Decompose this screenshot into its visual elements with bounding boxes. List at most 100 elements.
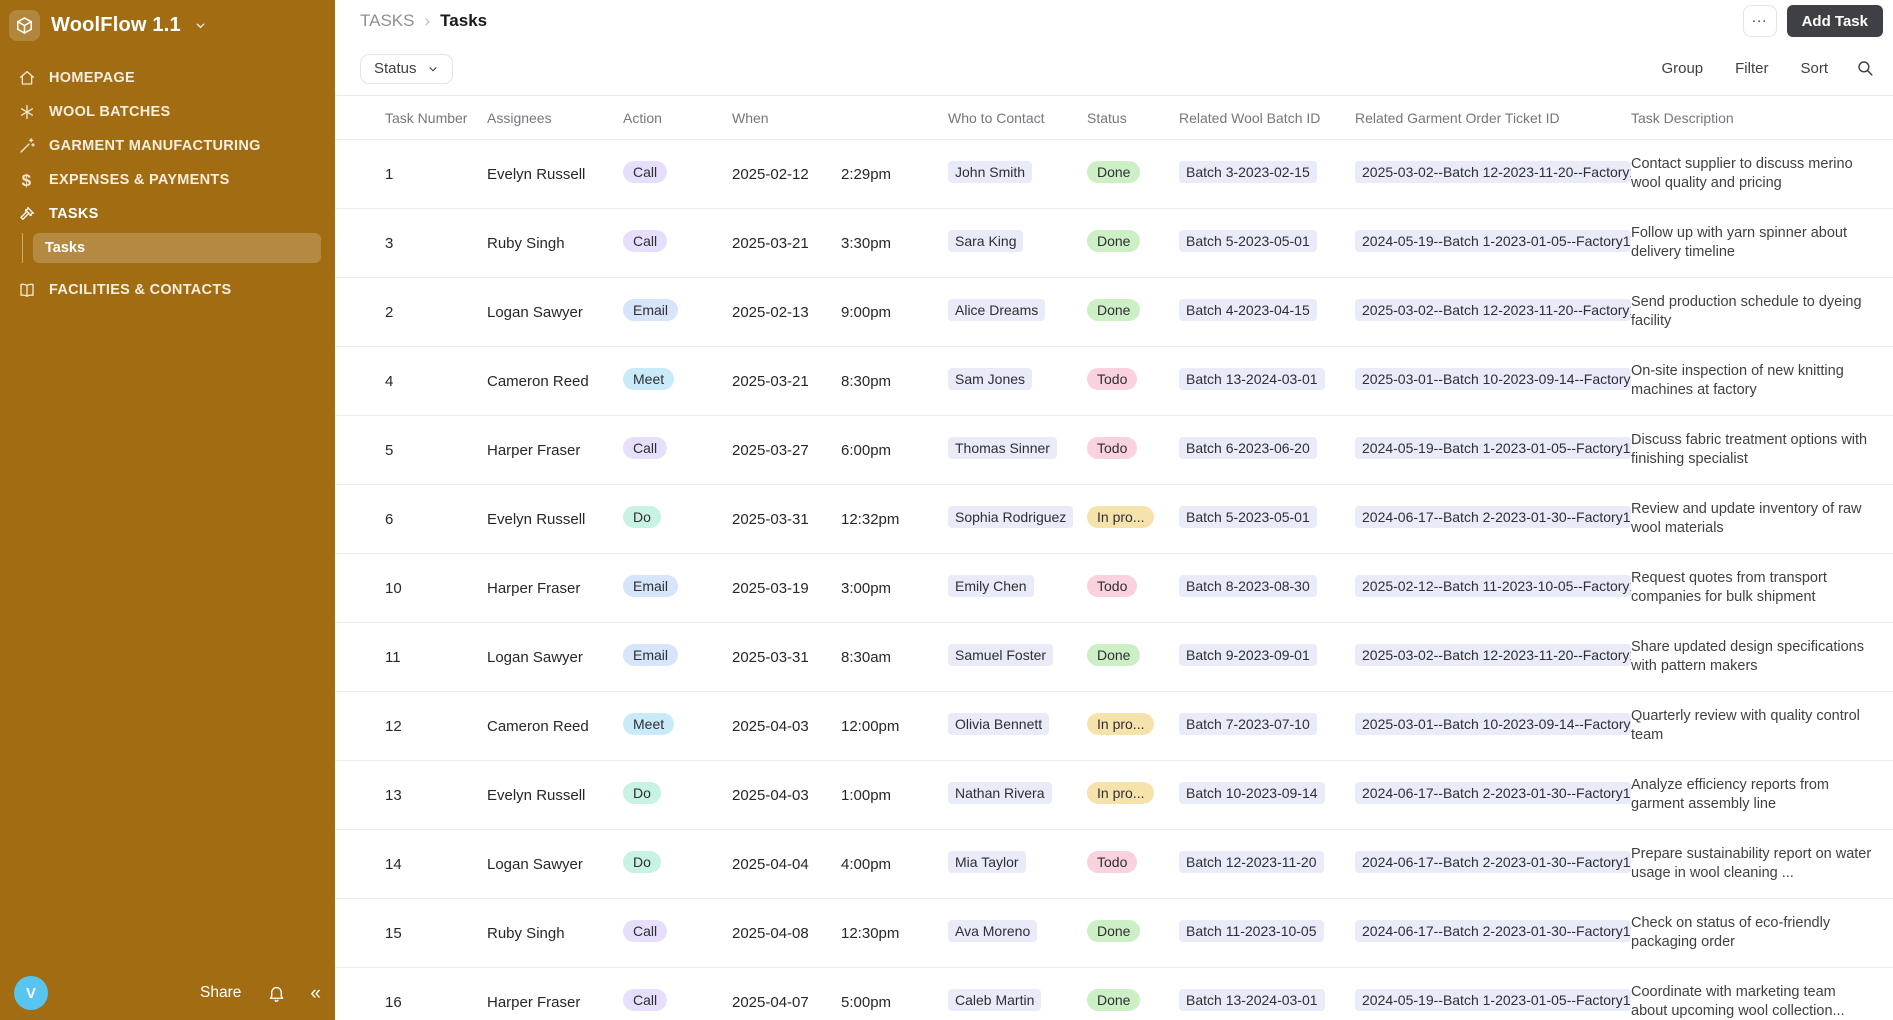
sidebar-item-wool-batches[interactable]: WOOL BATCHES [0,95,335,129]
task-number-cell: 1 [385,165,394,183]
column-header-garment-order[interactable]: Related Garment Order Ticket ID [1355,109,1560,126]
task-number-cell: 10 [385,579,402,597]
contact-chip: Samuel Foster [948,644,1054,666]
add-task-button[interactable]: Add Task [1786,5,1883,37]
column-header-action[interactable]: Action [623,109,662,126]
table-row[interactable]: 14 Logan Sawyer Do 2025-04-04 4:00pm Mia… [335,830,1893,899]
garment-order-chip: 2024-06-17--Batch 2-2023-01-30--Factory1 [1355,506,1631,528]
table-row[interactable]: 5 Harper Fraser Call 2025-03-27 6:00pm T… [335,416,1893,485]
time-cell: 9:00pm [841,303,892,321]
sidebar-subtree-tasks: Tasks [22,233,321,263]
action-cell: Meet [623,713,732,739]
wool-batch-cell: Batch 8-2023-08-30 [1179,575,1355,601]
status-cell: Todo [1087,437,1179,463]
status-filter-dropdown[interactable]: Status [360,53,453,84]
workspace-switcher[interactable]: WoolFlow 1.1 [0,0,335,47]
action-cell: Email [623,299,732,325]
date-cell: 2025-04-07 [732,993,809,1011]
task-table: Task Number Assignees Action When Who to… [335,96,1893,1020]
garment-order-chip: 2024-05-19--Batch 1-2023-01-05--Factory1 [1355,437,1631,459]
wool-batch-chip: Batch 13-2024-03-01 [1179,368,1325,390]
date-cell: 2025-03-31 [732,510,809,528]
task-number-cell: 6 [385,510,394,528]
search-icon[interactable] [1856,59,1875,78]
breadcrumb-root[interactable]: TASKS [360,11,415,30]
assignee-cell: Harper Fraser [487,579,581,597]
table-row[interactable]: 2 Logan Sawyer Email 2025-02-13 9:00pm A… [335,278,1893,347]
sort-button[interactable]: Sort [1800,60,1828,77]
description-cell: Share updated design specifications with… [1631,638,1864,674]
table-row[interactable]: 6 Evelyn Russell Do 2025-03-31 12:32pm S… [335,485,1893,554]
table-row[interactable]: 12 Cameron Reed Meet 2025-04-03 12:00pm … [335,692,1893,761]
status-badge: Todo [1087,575,1138,597]
column-header-wool-batch[interactable]: Related Wool Batch ID [1179,109,1321,126]
status-cell: Done [1087,920,1179,946]
status-cell: Done [1087,299,1179,325]
table-row[interactable]: 4 Cameron Reed Meet 2025-03-21 8:30pm Sa… [335,347,1893,416]
status-badge: In pro... [1087,713,1155,735]
assignee-cell: Ruby Singh [487,924,565,942]
wool-batch-chip: Batch 13-2024-03-01 [1179,989,1325,1011]
garment-order-chip: 2024-06-17--Batch 2-2023-01-30--Factory1 [1355,782,1631,804]
table-row[interactable]: 16 Harper Fraser Call 2025-04-07 5:00pm … [335,968,1893,1020]
view-toolbar: Status Group Filter Sort [335,42,1893,96]
column-header-who-to-contact[interactable]: Who to Contact [948,109,1045,126]
date-cell: 2025-02-12 [732,165,809,183]
garment-order-cell: 2025-03-02--Batch 12-2023-11-20--Factory… [1355,299,1631,325]
wool-batch-chip: Batch 8-2023-08-30 [1179,575,1317,597]
status-badge: Done [1087,230,1141,252]
filter-button[interactable]: Filter [1735,60,1769,77]
column-header-assignees[interactable]: Assignees [487,109,552,126]
action-badge: Email [623,575,679,597]
column-header-task-number[interactable]: Task Number [385,109,468,126]
table-row[interactable]: 11 Logan Sawyer Email 2025-03-31 8:30am … [335,623,1893,692]
wool-batch-cell: Batch 12-2023-11-20 [1179,851,1355,877]
action-badge: Call [623,161,668,183]
table-row[interactable]: 1 Evelyn Russell Call 2025-02-12 2:29pm … [335,140,1893,209]
breadcrumb-current: Tasks [440,11,488,30]
date-cell: 2025-04-08 [732,924,809,942]
notifications-bell-icon[interactable] [267,984,286,1003]
group-button[interactable]: Group [1661,60,1704,77]
task-number-cell: 16 [385,993,402,1011]
sidebar-item-label: TASKS [49,206,99,222]
table-row[interactable]: 10 Harper Fraser Email 2025-03-19 3:00pm… [335,554,1893,623]
column-header-description[interactable]: Task Description [1631,109,1734,126]
garment-order-cell: 2025-03-01--Batch 10-2023-09-14--Factory… [1355,713,1631,739]
garment-order-chip: 2024-05-19--Batch 1-2023-01-05--Factory1 [1355,230,1631,252]
date-cell: 2025-04-04 [732,855,809,873]
sidebar-item-tasks[interactable]: TASKS [0,197,335,231]
avatar[interactable]: V [14,976,48,1010]
date-cell: 2025-04-03 [732,786,809,804]
column-header-when[interactable]: When [732,109,769,126]
table-body: 1 Evelyn Russell Call 2025-02-12 2:29pm … [335,140,1893,1020]
table-row[interactable]: 3 Ruby Singh Call 2025-03-21 3:30pm Sara… [335,209,1893,278]
task-number-cell: 15 [385,924,402,942]
action-badge: Do [623,506,661,528]
garment-order-cell: 2025-03-01--Batch 10-2023-09-14--Factory… [1355,368,1631,394]
contact-cell: Sara King [948,230,1087,256]
wool-batch-cell: Batch 5-2023-05-01 [1179,230,1355,256]
more-options-button[interactable]: ... [1742,5,1777,37]
contact-chip: Nathan Rivera [948,782,1052,804]
sidebar-item-garment-manufacturing[interactable]: GARMENT MANUFACTURING [0,129,335,163]
contact-chip: Emily Chen [948,575,1034,597]
share-button[interactable]: Share [200,984,242,1001]
book-icon [17,281,36,300]
status-badge: Done [1087,920,1141,942]
tree-line [22,233,23,263]
sidebar-subitem-tasks-selected[interactable]: Tasks [33,233,321,263]
contact-cell: Mia Taylor [948,851,1087,877]
time-cell: 3:00pm [841,579,892,597]
sidebar-item-facilities-contacts[interactable]: FACILITIES & CONTACTS [0,273,335,307]
home-icon [17,69,36,88]
garment-order-chip: 2025-03-02--Batch 12-2023-11-20--Factory… [1355,161,1631,183]
table-row[interactable]: 13 Evelyn Russell Do 2025-04-03 1:00pm N… [335,761,1893,830]
date-cell: 2025-03-31 [732,648,809,666]
collapse-sidebar-icon[interactable]: « [310,982,321,1004]
table-row[interactable]: 15 Ruby Singh Call 2025-04-08 12:30pm Av… [335,899,1893,968]
column-header-status[interactable]: Status [1087,109,1127,126]
sidebar-item-expenses-payments[interactable]: $ EXPENSES & PAYMENTS [0,163,335,197]
sidebar-item-homepage[interactable]: HOMEPAGE [0,61,335,95]
garment-order-cell: 2025-03-02--Batch 12-2023-11-20--Factory… [1355,644,1631,670]
